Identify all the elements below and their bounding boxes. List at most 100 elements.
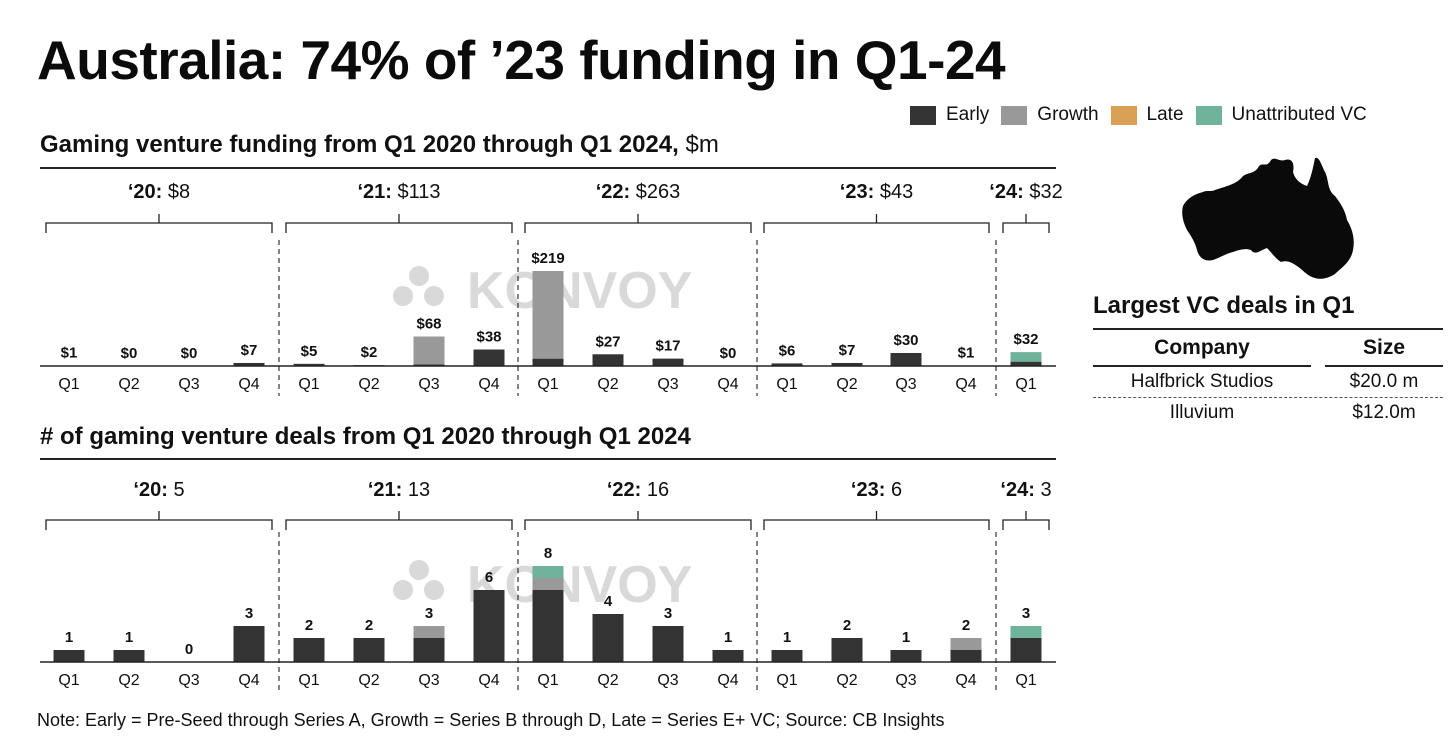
bar-value-label: $2: [361, 344, 378, 361]
bar-value-label: $5: [301, 343, 318, 360]
year-bracket: [763, 511, 990, 530]
watermark-text: KONVOY: [467, 556, 692, 614]
quarter-tick-label: Q1: [776, 672, 797, 689]
bar-value-label: 2: [305, 617, 313, 634]
bar-early: [293, 363, 325, 366]
bar-value-label: 8: [544, 545, 552, 562]
table-top-rule: [1093, 328, 1443, 330]
bar-value-label: $1: [958, 345, 975, 362]
table-row: Illuvium $12.0m: [1093, 398, 1443, 428]
konvoy-watermark: KONVOY: [393, 556, 692, 614]
bar-unattributed-vc: [1010, 626, 1042, 638]
quarter-tick-label: Q4: [478, 376, 499, 393]
bar-value-label: 0: [185, 641, 193, 658]
bar-growth: [413, 626, 445, 638]
bar-unattributed-vc: [532, 566, 564, 578]
watermark-text: KONVOY: [467, 262, 692, 320]
year-total-label: ‘21: 13: [368, 479, 430, 501]
year-total-label: ‘24: $32: [989, 181, 1062, 203]
size-cell: $12.0m: [1352, 402, 1416, 423]
bar-value-label: $17: [655, 338, 680, 355]
year-total-label: ‘21: $113: [357, 181, 440, 203]
bar-value-label: 2: [365, 617, 373, 634]
legend-swatch-growth: [1001, 105, 1028, 125]
bar-early: [233, 626, 265, 662]
bar-growth: [532, 578, 564, 590]
year-bracket: [524, 511, 752, 530]
quarter-tick-label: Q2: [358, 376, 379, 393]
quarter-tick-label: Q2: [118, 376, 139, 393]
bar-value-label: $68: [416, 316, 441, 333]
year-total-label: ‘23: 6: [851, 479, 902, 501]
bar-early: [592, 614, 624, 662]
bar-early: [473, 590, 505, 662]
bar-early: [233, 362, 265, 366]
legend-swatch-unattributed: [1195, 105, 1222, 125]
bar-early: [771, 363, 803, 366]
year-total-label: ‘22: $263: [596, 181, 681, 203]
footnote: Note: Early = Pre-Seed through Series A,…: [37, 710, 945, 730]
year-bracket: [45, 214, 273, 233]
quarter-tick-label: Q3: [895, 376, 916, 393]
bar-value-label: 1: [902, 629, 910, 646]
watermark-logo-dot: [409, 266, 429, 286]
bar-early: [413, 638, 445, 662]
bar-value-label: $0: [181, 345, 198, 362]
legend-label-growth: Growth: [1037, 104, 1099, 125]
year-bracket: [524, 214, 752, 233]
bar-value-label: $7: [839, 342, 856, 359]
quarter-tick-label: Q4: [238, 376, 259, 393]
bar-value-label: $219: [531, 250, 564, 267]
quarter-tick-label: Q3: [178, 672, 199, 689]
year-bracket: [1002, 214, 1050, 233]
table-row: Halfbrick Studios $20.0 m: [1093, 367, 1443, 397]
bar-early: [1010, 638, 1042, 662]
watermark-logo-dot: [424, 286, 444, 306]
legend-swatch-early: [910, 105, 936, 125]
quarter-tick-label: Q1: [58, 672, 79, 689]
watermark-logo-dot: [393, 286, 413, 306]
quarter-tick-label: Q4: [238, 672, 259, 689]
year-bracket: [763, 214, 990, 233]
legend-item-growth: Growth: [1001, 104, 1099, 126]
page-title: Australia: 74% of ’23 funding in Q1-24: [37, 29, 1006, 91]
year-bracket: [285, 511, 513, 530]
bar-growth: [413, 336, 445, 365]
bar-early: [532, 590, 564, 662]
bar-early: [712, 650, 744, 662]
bar-early: [652, 626, 684, 662]
quarter-tick-label: Q2: [358, 672, 379, 689]
bar-value-label: $7: [241, 342, 258, 359]
largest-deals-table: Company Size Halfbrick Studios $20.0 m I…: [1093, 328, 1443, 428]
quarter-tick-label: Q1: [1015, 672, 1036, 689]
row-divider: [1093, 397, 1443, 398]
quarter-tick-label: Q1: [298, 376, 319, 393]
table-header-rule: [1093, 365, 1443, 367]
watermark-logo-dot: [409, 560, 429, 580]
year-bracket: [285, 214, 513, 233]
watermark-logo-dot: [424, 580, 444, 600]
quarter-tick-label: Q3: [418, 376, 439, 393]
bar-value-label: $27: [595, 333, 620, 350]
bar-value-label: 3: [1022, 605, 1030, 622]
quarter-tick-label: Q3: [178, 376, 199, 393]
bar-early: [473, 349, 505, 366]
bar-early: [831, 638, 863, 662]
legend-item-unattributed: Unattributed VC: [1195, 104, 1367, 126]
legend-label-late: Late: [1146, 104, 1184, 125]
legend-item-late: Late: [1110, 104, 1184, 126]
year-total-label: ‘22: 16: [607, 479, 669, 501]
bar-value-label: 2: [962, 617, 970, 634]
funding-chart-title-text: Gaming venture funding from Q1 2020 thro…: [40, 131, 679, 158]
bar-value-label: $0: [720, 345, 737, 362]
bar-early: [592, 354, 624, 366]
deals-chart: KONVOY ‘20: 5 ‘21: 13 ‘22: 16 ‘23: 6 ‘24: 3 1 Q…: [40, 479, 1056, 692]
bar-early: [652, 358, 684, 366]
quarter-tick-label: Q2: [836, 376, 857, 393]
quarter-tick-label: Q3: [657, 672, 678, 689]
legend-label-early: Early: [946, 104, 990, 125]
quarter-tick-label: Q1: [537, 376, 558, 393]
bar-value-label: 1: [724, 629, 732, 646]
funding-chart: KONVOY ‘20: $8 ‘21: $113 ‘22: $263 ‘23: $43 ‘…: [40, 181, 1063, 396]
australia-map-icon: [1182, 157, 1354, 279]
